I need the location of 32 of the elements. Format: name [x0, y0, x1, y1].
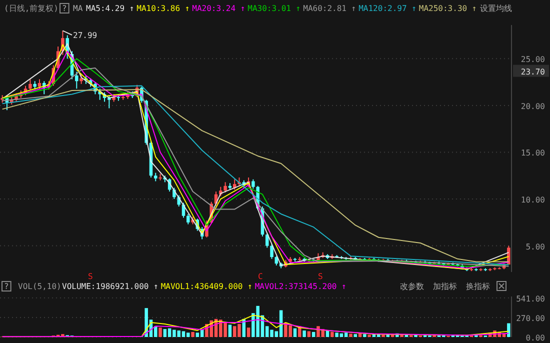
text: MA [73, 4, 83, 13]
annotation: C [258, 272, 263, 281]
text: 设置均线 [480, 4, 512, 13]
y-tick-label: 25.00 [520, 55, 546, 64]
text: MA30:3.01 ↑ [248, 4, 301, 13]
text: MA20:3.24 ↑ [192, 4, 246, 13]
text: MAVOL1:436409.000 ↑ [160, 282, 252, 291]
text: ? [62, 4, 67, 13]
text: 换指标 [466, 282, 490, 291]
annotation: S [318, 272, 323, 281]
y-tick-label: 541.00 [516, 294, 546, 304]
text: 加指标 [433, 282, 457, 291]
y-tick-label: 0.00 [526, 334, 546, 342]
text: MA10:3.86 ↑ [136, 4, 190, 13]
text: ? [4, 282, 9, 291]
annotation: 27.99 [73, 31, 98, 40]
y-tick-label: 270.00 [516, 314, 546, 323]
text: VOLUME:1986921.000 ↑ [62, 282, 158, 291]
text: MA250:3.30 ↑ [418, 4, 477, 13]
chart-title: VOL(5,10) [18, 282, 62, 291]
y-tick-label: 5.00 [526, 242, 546, 252]
text: 改参数 [400, 282, 424, 291]
text: MA60:2.81 ↑ [303, 4, 356, 13]
text: MAVOL2:373145.200 ↑ [254, 282, 346, 291]
y-tick-label: 20.00 [520, 102, 546, 111]
y-tick-label: 15.00 [520, 148, 546, 158]
annotation: S [88, 272, 93, 281]
chart-subtitle: (日线,前复权) [4, 4, 58, 13]
text: MA120:2.97 ↑ [358, 4, 416, 13]
text: MA5:4.29 ↑ [86, 4, 134, 13]
y-tick-label: 10.00 [520, 196, 546, 205]
annotation: 23.70 [520, 67, 546, 76]
